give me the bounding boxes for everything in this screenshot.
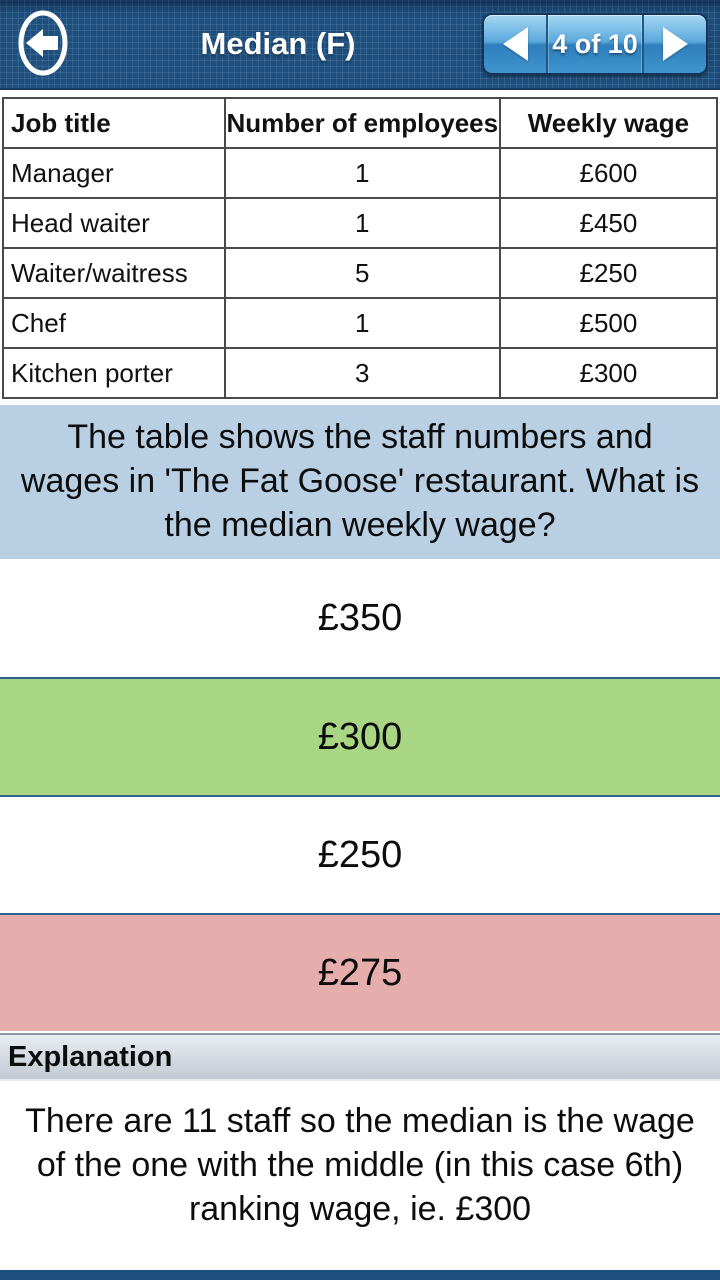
answer-option-275[interactable]: £275 [0,913,720,1031]
table-cell: Waiter/waitress [2,247,226,299]
right-triangle-icon [662,27,688,61]
table-header-employees: Number of employees [223,97,501,149]
table-cell: 1 [223,297,501,349]
pager-position: 4 of 10 [546,15,644,73]
question-text: The table shows the staff numbers and wa… [0,405,720,559]
table-cell: £600 [498,147,719,199]
table-row: Waiter/waitress 5 £250 [2,247,719,299]
table-row: Chef 1 £500 [2,297,719,349]
table-cell: £450 [498,197,719,249]
table-cell: £250 [498,247,719,299]
explanation-heading: Explanation [0,1033,720,1081]
answer-option-350[interactable]: £350 [0,559,720,677]
prev-question-button[interactable] [484,15,546,73]
table-header-row: Job title Number of employees Weekly wag… [2,97,719,149]
table-row: Kitchen porter 3 £300 [2,347,719,399]
back-button[interactable] [12,8,74,80]
table-header-job-title: Job title [2,97,226,149]
table-cell: 1 [223,197,501,249]
explanation-text: There are 11 staff so the median is the … [25,1102,695,1228]
table-cell: Head waiter [2,197,226,249]
question-pager: 4 of 10 [482,13,708,75]
table-cell: Kitchen porter [2,347,226,399]
page-title: Median (F) [200,26,356,61]
table-row: Manager 1 £600 [2,147,719,199]
bottom-bar [0,1270,720,1280]
table-body: Manager 1 £600 Head waiter 1 £450 Waiter/waitr… [2,147,719,399]
table-cell: £300 [498,347,719,399]
table-cell: 3 [223,347,501,399]
table-cell: Chef [2,297,226,349]
next-question-button[interactable] [644,15,706,73]
table-cell: £500 [498,297,719,349]
table-cell: 1 [223,147,501,199]
wage-table: Job title Number of employees Weekly wag… [2,97,719,399]
answer-list: £350 £300 £250 £275 [0,559,720,1031]
left-triangle-icon [502,27,528,61]
table-header-wage: Weekly wage [498,97,719,149]
table-cell: Manager [2,147,226,199]
answer-option-300[interactable]: £300 [0,677,720,795]
table-row: Head waiter 1 £450 [2,197,719,249]
answer-option-250[interactable]: £250 [0,795,720,913]
header-bar: Median (F) 4 of 10 [0,0,720,90]
table-cell: 5 [223,247,501,299]
back-arrow-icon [13,7,73,82]
